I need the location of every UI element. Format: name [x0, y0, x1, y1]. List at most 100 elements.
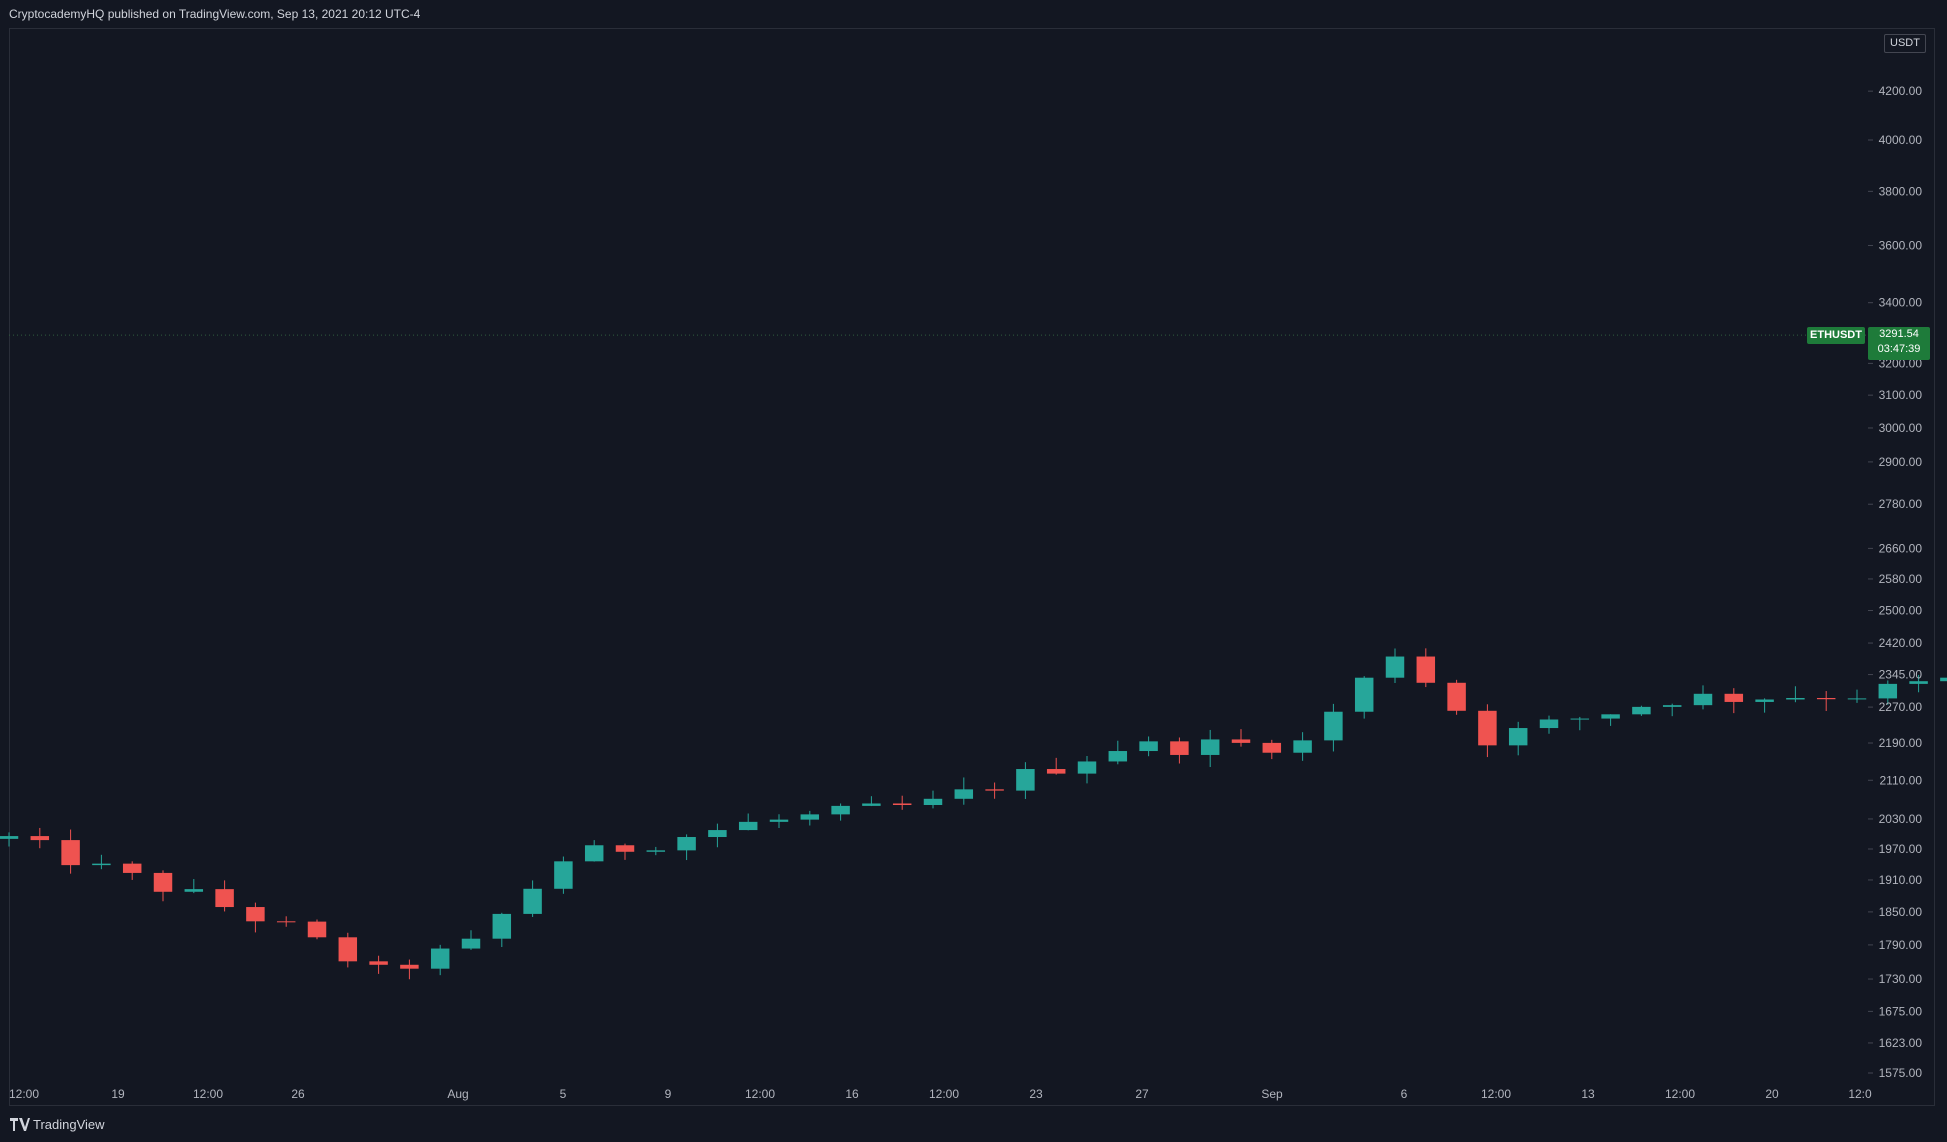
price-tick-label: 2580.00	[1879, 572, 1923, 586]
price-tick-label: 3400.00	[1879, 296, 1923, 310]
time-tick-label: 13	[1581, 1087, 1595, 1101]
candle	[1016, 762, 1035, 799]
candle	[831, 803, 850, 821]
price-tick-label: 2110.00	[1880, 773, 1923, 787]
candle	[862, 796, 881, 807]
price-tick-label: 4000.00	[1879, 133, 1923, 147]
price-tick-label: 3800.00	[1879, 184, 1923, 198]
candle	[1354, 676, 1374, 719]
candle	[1878, 680, 1898, 705]
price-tick-label: 1575.00	[1879, 1066, 1923, 1080]
time-tick-label: 23	[1029, 1087, 1043, 1101]
candle	[646, 846, 666, 856]
candle	[0, 832, 19, 847]
price-tick-label: 2345.00	[1879, 668, 1923, 682]
price-tick-label: 2030.00	[1879, 812, 1923, 826]
last-price-badge: 3291.54 03:47:39	[1868, 327, 1930, 360]
candles-layer	[0, 648, 1947, 980]
time-tick-label: Aug	[447, 1087, 468, 1101]
candle	[430, 944, 450, 976]
candle	[1662, 703, 1682, 717]
last-price: 3291.54	[1879, 328, 1919, 340]
candle	[184, 879, 204, 894]
tradingview-logo-icon	[10, 1118, 30, 1131]
candle	[215, 880, 234, 912]
candle	[615, 843, 635, 860]
price-tick-label: 2660.00	[1879, 541, 1923, 555]
candle	[1539, 715, 1559, 734]
time-tick-label: 12:00	[1665, 1087, 1695, 1101]
price-tick-label: 4200.00	[1879, 84, 1923, 98]
candle	[1570, 716, 1590, 731]
candle	[1200, 729, 1220, 768]
candle	[338, 932, 358, 968]
candle	[400, 959, 419, 980]
price-tick-label: 3000.00	[1879, 421, 1923, 435]
time-axis[interactable]: 12:00 19 12:00 26 Aug 5 9 12:00 16 12:00 23 27 Sep 6 1…	[9, 1087, 1872, 1101]
chart-pane[interactable]	[9, 28, 1935, 1106]
candle	[1786, 686, 1805, 703]
price-tick-label: 3600.00	[1879, 238, 1923, 252]
price-scale[interactable]: 4200.004000.003800.003600.003400.003200.…	[1868, 84, 1922, 1080]
candle	[92, 854, 111, 870]
candlestick-chart[interactable]: 4200.004000.003800.003600.003400.003200.…	[0, 0, 1947, 1108]
publish-info: CryptocademyHQ published on TradingView.…	[9, 7, 421, 21]
price-tick-label: 2780.00	[1879, 497, 1923, 511]
candle	[1724, 688, 1744, 714]
candle	[1816, 691, 1836, 711]
time-tick-label: 20	[1765, 1087, 1779, 1101]
candle	[708, 823, 727, 848]
candle	[738, 813, 758, 831]
candle	[1139, 736, 1158, 757]
time-tick-label: 12:0	[1848, 1087, 1872, 1101]
price-tick-label: 1850.00	[1879, 905, 1923, 919]
candle	[307, 919, 327, 940]
currency-label[interactable]: USDT	[1884, 34, 1926, 53]
price-tick-label: 2900.00	[1879, 455, 1923, 469]
candle	[1293, 732, 1312, 761]
candle	[1632, 705, 1651, 716]
time-tick-label: 6	[1401, 1087, 1408, 1101]
price-tick-label: 1970.00	[1879, 842, 1923, 856]
footer-bar: TradingView	[0, 1108, 1947, 1142]
candle	[1231, 729, 1251, 747]
candle	[1601, 714, 1620, 726]
brand-name[interactable]: TradingView	[33, 1117, 105, 1132]
candle	[153, 870, 173, 902]
candle	[1755, 698, 1774, 713]
time-tick-label: 5	[560, 1087, 567, 1101]
candle	[1508, 721, 1528, 756]
candle	[30, 827, 50, 849]
price-tick-label: 1730.00	[1879, 972, 1923, 986]
candle	[61, 829, 80, 874]
candle	[1385, 648, 1405, 684]
time-tick-label: 12:00	[193, 1087, 223, 1101]
price-tick-label: 2190.00	[1879, 736, 1923, 750]
candle	[892, 795, 912, 810]
candle	[1416, 648, 1436, 688]
price-tick-label: 2500.00	[1879, 603, 1923, 617]
price-tick-label: 1790.00	[1879, 938, 1923, 952]
price-tick-label: 1623.00	[1879, 1036, 1923, 1050]
time-tick-label: 12:00	[929, 1087, 959, 1101]
price-tick-label: 1910.00	[1879, 873, 1923, 887]
candle	[1940, 677, 1947, 682]
annotations-layer	[9, 334, 1868, 336]
candle	[492, 912, 512, 948]
candle	[1909, 674, 1928, 693]
candle	[1324, 703, 1343, 752]
candle	[677, 834, 696, 861]
candle	[1077, 756, 1097, 784]
time-tick-label: 12:00	[1481, 1087, 1511, 1101]
candle	[954, 777, 974, 805]
time-tick-label: 9	[665, 1087, 672, 1101]
candle	[523, 880, 542, 917]
candle	[369, 955, 388, 974]
time-tick-label: 12:00	[9, 1087, 39, 1101]
candle	[769, 814, 789, 829]
candle	[1046, 757, 1066, 775]
symbol-badge: ETHUSDT	[1807, 327, 1865, 344]
candle	[985, 782, 1004, 799]
candle	[800, 810, 820, 826]
candle	[276, 916, 296, 927]
